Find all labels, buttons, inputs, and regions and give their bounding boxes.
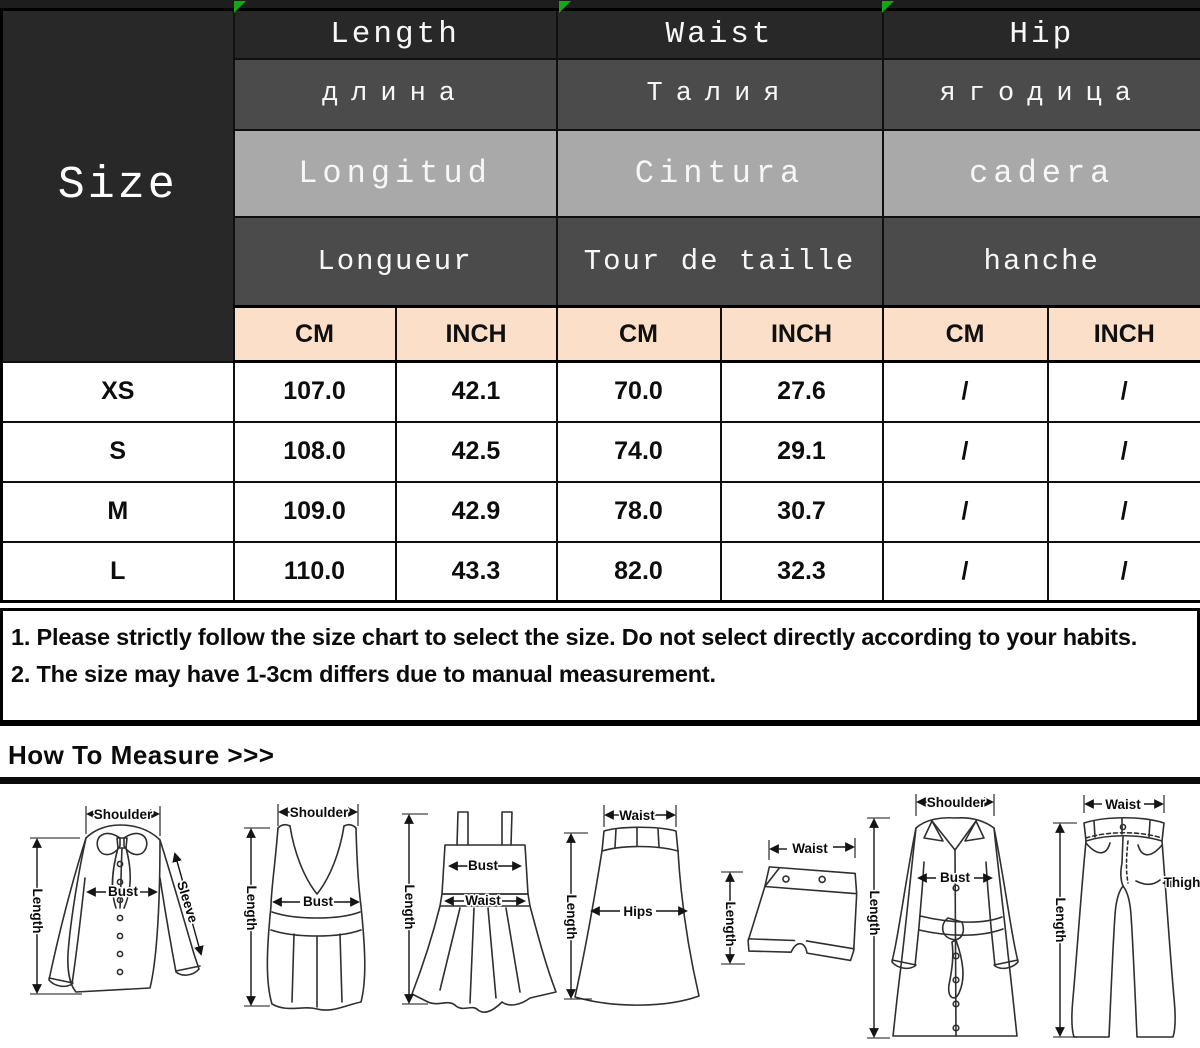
cell-value: 70.0 — [555, 360, 722, 423]
note-line-2: 2. The size may have 1-3cm differs due t… — [11, 661, 716, 687]
size-chart-table: Size Length Waist Hip длина Талия ягодиц… — [0, 8, 1200, 603]
skirt-waist-label: Waist — [619, 808, 655, 823]
cell-value: 74.0 — [555, 420, 722, 483]
coat-shoulder-label: Shoulder — [927, 795, 986, 810]
cell-value: 107.0 — [232, 360, 397, 423]
blouse-length-label: Length — [30, 889, 45, 934]
header-hip-ru: ягодица — [881, 57, 1200, 131]
size-label-xs: XS — [0, 360, 235, 423]
cell-value: / — [881, 420, 1049, 483]
units-header-row: CM INCH CM INCH CM INCH — [2, 305, 1200, 363]
coat-bust-label: Bust — [940, 870, 971, 885]
measurement-illustrations: Shoulder Length Bust Sleeve Shoulder Len… — [0, 786, 1200, 1046]
skirt-length-label: Length — [564, 895, 579, 940]
blouse-shoulder-label: Shoulder — [94, 807, 153, 822]
tank-bust-label: Bust — [303, 894, 334, 909]
tank-shoulder-label: Shoulder — [290, 805, 349, 820]
table-row-xs: XS 107.0 42.1 70.0 27.6 / / — [0, 360, 1200, 423]
shorts-waist-label: Waist — [792, 841, 828, 856]
cell-value: / — [881, 360, 1049, 423]
header-length-en: Length — [232, 8, 558, 60]
cell-value: 78.0 — [555, 480, 722, 543]
unit-header-waist-cm: CM — [555, 305, 722, 363]
size-column-header: Size — [0, 8, 235, 363]
unit-header-waist-inch: INCH — [719, 305, 884, 363]
divider-rule — [0, 777, 1200, 784]
dress-length-label: Length — [402, 885, 417, 930]
unit-header-length-inch: INCH — [394, 305, 558, 363]
cell-value: 109.0 — [232, 480, 397, 543]
header-row-spanish: Longitud Cintura cadera — [2, 128, 1200, 218]
table-row-m: M 109.0 42.9 78.0 30.7 / / — [0, 480, 1200, 543]
header-waist-fr: Tour de taille — [555, 215, 884, 308]
header-length-es: Longitud — [232, 128, 558, 218]
cell-value: 82.0 — [555, 540, 722, 603]
tank-length-label: Length — [244, 886, 259, 931]
pants-thigh-label: Thigh — [1164, 875, 1200, 890]
header-hip-en: Hip — [881, 8, 1200, 60]
size-label-l: L — [0, 540, 235, 603]
skirt-hips-label: Hips — [623, 904, 652, 919]
cell-value: 29.1 — [719, 420, 884, 483]
how-to-measure-title: How To Measure >>> — [8, 740, 275, 770]
cell-value: 32.3 — [719, 540, 884, 603]
size-label-s: S — [0, 420, 235, 483]
header-hip-fr: hanche — [881, 215, 1200, 308]
cell-value: 27.6 — [719, 360, 884, 423]
header-row-french: Longueur Tour de taille hanche — [2, 215, 1200, 308]
unit-header-length-cm: CM — [232, 305, 397, 363]
unit-header-hip-inch: INCH — [1046, 305, 1200, 363]
cell-value: / — [1046, 480, 1200, 543]
unit-header-hip-cm: CM — [881, 305, 1049, 363]
skirt-illustration: Waist Hips Length — [563, 805, 700, 1006]
header-length-ru: длина — [232, 57, 558, 131]
cell-value: / — [1046, 540, 1200, 603]
cell-value: 42.5 — [394, 420, 558, 483]
slip-dress-illustration: Bust Waist Length — [401, 811, 557, 1013]
header-waist-es: Cintura — [555, 128, 884, 218]
pants-length-label: Length — [1053, 898, 1068, 943]
shorts-length-label: Length — [723, 902, 738, 947]
cell-value: 43.3 — [394, 540, 558, 603]
cell-value: 110.0 — [232, 540, 397, 603]
table-row-s: S 108.0 42.5 74.0 29.1 / / — [0, 420, 1200, 483]
pants-illustration: Waist Thigh Length — [1052, 795, 1200, 1038]
pants-waist-label: Waist — [1105, 797, 1141, 812]
cell-value: / — [1046, 360, 1200, 423]
size-label-m: M — [0, 480, 235, 543]
header-hip-es: cadera — [881, 128, 1200, 218]
header-row-english: Size Length Waist Hip — [0, 8, 1200, 363]
blouse-bust-label: Bust — [108, 884, 139, 899]
cell-value: / — [881, 540, 1049, 603]
cell-value: / — [881, 480, 1049, 543]
cell-value: 42.9 — [394, 480, 558, 543]
cropped-row-strip — [0, 0, 1200, 13]
shorts-illustration: Waist Length — [721, 838, 858, 965]
dress-bust-label: Bust — [468, 858, 499, 873]
header-waist-en: Waist — [555, 8, 884, 60]
table-row-l: L 110.0 43.3 82.0 32.3 / / — [0, 540, 1200, 603]
blouse-illustration: Shoulder Length Bust Sleeve — [29, 806, 204, 995]
header-length-fr: Longueur — [232, 215, 558, 308]
header-row-russian: длина Талия ягодица — [2, 57, 1200, 131]
notes-box: 1. Please strictly follow the size chart… — [0, 608, 1200, 726]
tank-top-illustration: Shoulder Length Bust — [243, 804, 366, 1011]
cell-value: 42.1 — [394, 360, 558, 423]
note-line-1: 1. Please strictly follow the size chart… — [11, 624, 1138, 650]
dress-waist-label: Waist — [465, 893, 501, 908]
cell-value: 108.0 — [232, 420, 397, 483]
header-waist-ru: Талия — [555, 57, 884, 131]
coat-illustration: Shoulder Bust Length — [866, 794, 1019, 1039]
cell-value: 30.7 — [719, 480, 884, 543]
cell-value: / — [1046, 420, 1200, 483]
coat-length-label: Length — [867, 891, 882, 936]
